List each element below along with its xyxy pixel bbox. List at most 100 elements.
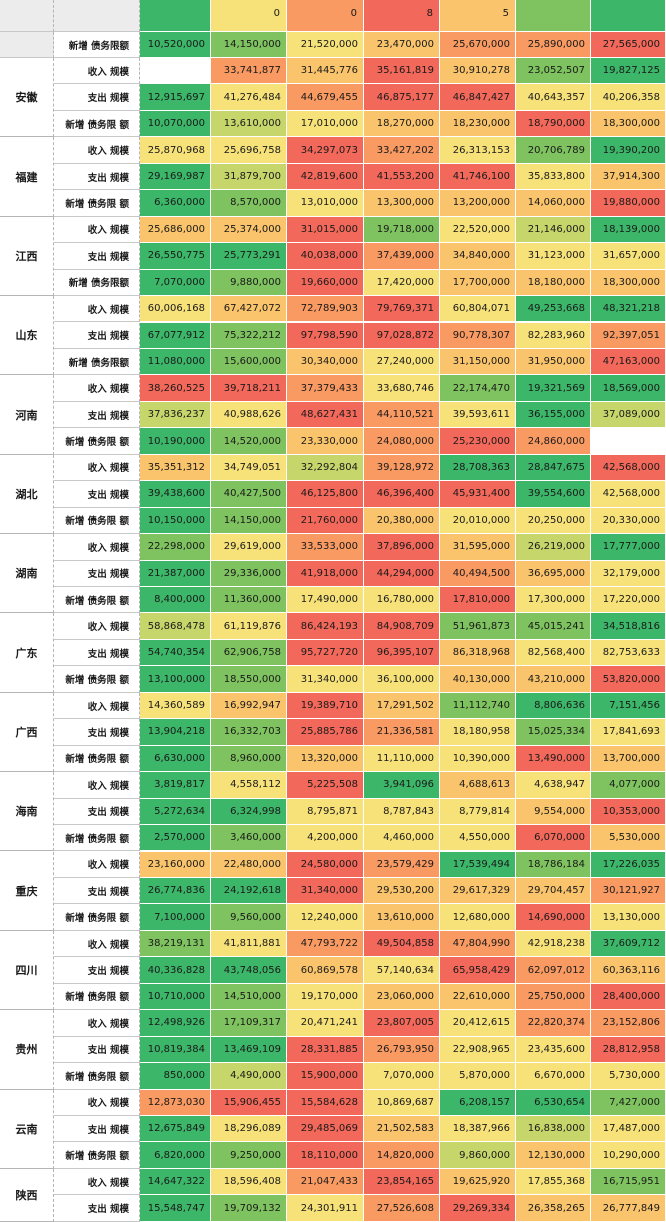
- value-cell: 23,579,429: [364, 851, 440, 878]
- header-cell: [516, 0, 591, 32]
- value-cell: 40,427,500: [211, 481, 287, 508]
- metric-label: 新增 债务限 额: [54, 904, 140, 931]
- value-cell: 19,390,200: [591, 137, 666, 164]
- value-cell: 5,870,000: [440, 1063, 516, 1090]
- value-cell: 13,904,218: [140, 719, 211, 746]
- value-cell: 41,553,200: [364, 163, 440, 191]
- value-cell: 29,619,000: [211, 534, 287, 561]
- value-cell: 24,860,000: [516, 428, 591, 455]
- value-cell: 51,961,873: [440, 613, 516, 640]
- value-cell: 75,322,212: [211, 322, 287, 349]
- value-cell: 5,225,508: [287, 772, 364, 799]
- value-cell: 45,931,400: [440, 481, 516, 508]
- value-cell: 8,795,871: [287, 798, 364, 826]
- corner-cell: [0, 0, 54, 32]
- value-cell: 97,798,590: [287, 322, 364, 349]
- value-cell: 40,988,626: [211, 401, 287, 429]
- value-cell: 60,363,116: [591, 957, 666, 984]
- value-cell: 16,715,951: [591, 1168, 666, 1196]
- value-cell: 850,000: [140, 1063, 211, 1090]
- value-cell: 10,070,000: [140, 110, 211, 138]
- value-cell: 86,424,193: [287, 613, 364, 640]
- value-cell: 82,753,633: [591, 639, 666, 667]
- value-cell: 21,336,581: [364, 719, 440, 746]
- value-cell: 20,706,789: [516, 137, 591, 164]
- value-cell: 10,290,000: [591, 1142, 666, 1169]
- metric-label: 收入 规模: [54, 692, 140, 720]
- value-cell: 29,617,329: [440, 877, 516, 905]
- value-cell: 82,283,960: [516, 322, 591, 349]
- value-cell: 32,179,000: [591, 560, 666, 587]
- value-cell: 29,704,457: [516, 877, 591, 905]
- value-cell: 19,660,000: [287, 269, 364, 297]
- value-cell: 40,643,357: [516, 84, 591, 111]
- value-cell: 8,570,000: [211, 190, 287, 217]
- province-name: 湖北: [0, 454, 54, 535]
- value-cell: 10,390,000: [440, 745, 516, 773]
- value-cell: 6,324,998: [211, 798, 287, 826]
- value-cell: 46,125,800: [287, 481, 364, 508]
- value-cell: 19,389,710: [287, 692, 364, 720]
- value-cell: 10,869,687: [364, 1089, 440, 1116]
- value-cell: 41,811,881: [211, 930, 287, 958]
- value-cell: 12,130,000: [516, 1142, 591, 1169]
- value-cell: 21,502,583: [364, 1116, 440, 1143]
- value-cell: 6,630,000: [140, 745, 211, 773]
- value-cell: 43,748,056: [211, 957, 287, 984]
- province-name: 江西: [0, 216, 54, 297]
- value-cell: 13,100,000: [140, 666, 211, 693]
- value-cell: 44,679,455: [287, 84, 364, 111]
- metric-label: 收入 规模: [54, 58, 140, 85]
- value-cell: 7,100,000: [140, 904, 211, 931]
- metric-label: 新增 债务限 额: [54, 745, 140, 773]
- value-cell: 45,015,241: [516, 613, 591, 640]
- value-cell: 19,321,569: [516, 375, 591, 402]
- value-cell: 14,820,000: [364, 1142, 440, 1169]
- metric-label: 新增 债务限 额: [54, 110, 140, 138]
- value-cell: 7,070,000: [140, 269, 211, 297]
- value-cell: 33,533,000: [287, 534, 364, 561]
- value-cell: 13,300,000: [364, 190, 440, 217]
- value-cell: 40,038,000: [287, 243, 364, 270]
- value-cell: 31,150,000: [440, 348, 516, 376]
- value-cell: 40,336,828: [140, 957, 211, 984]
- value-cell: 82,568,400: [516, 639, 591, 667]
- value-cell: 4,200,000: [287, 825, 364, 852]
- value-cell: 25,670,000: [440, 32, 516, 58]
- metric-label: 支出 规模: [54, 957, 140, 984]
- value-cell: 41,276,484: [211, 84, 287, 111]
- province-name: 福建: [0, 137, 54, 217]
- value-cell: 5,272,634: [140, 798, 211, 826]
- value-cell: 26,793,950: [364, 1036, 440, 1064]
- metric-label: 新增 债务限 额: [54, 1063, 140, 1090]
- value-cell: 26,358,265: [516, 1195, 591, 1222]
- value-cell: 19,880,000: [591, 190, 666, 217]
- value-cell: 19,709,132: [211, 1195, 287, 1222]
- value-cell: 17,810,000: [440, 587, 516, 614]
- value-cell: 49,253,668: [516, 296, 591, 323]
- value-cell: 17,841,693: [591, 719, 666, 746]
- value-cell: 2,570,000: [140, 825, 211, 852]
- value-cell: 47,163,000: [591, 348, 666, 376]
- value-cell: 60,006,168: [140, 296, 211, 323]
- value-cell: 4,688,613: [440, 772, 516, 799]
- value-cell: 18,270,000: [364, 110, 440, 138]
- value-cell: 31,950,000: [516, 348, 591, 376]
- value-cell: 14,690,000: [516, 904, 591, 931]
- value-cell: 23,060,000: [364, 983, 440, 1011]
- value-cell: 54,740,354: [140, 639, 211, 667]
- value-cell: 60,869,578: [287, 957, 364, 984]
- value-cell: 27,240,000: [364, 348, 440, 376]
- header-label-cell: [54, 0, 140, 32]
- value-cell: 14,647,322: [140, 1168, 211, 1196]
- value-cell: 17,700,000: [440, 269, 516, 297]
- value-cell: 13,200,000: [440, 190, 516, 217]
- metric-label: 收入 规模: [54, 296, 140, 323]
- value-cell: 49,504,858: [364, 930, 440, 958]
- value-cell: 14,150,000: [211, 32, 287, 58]
- metric-label: 新增 债务限 额: [54, 507, 140, 535]
- value-cell: 20,250,000: [516, 507, 591, 535]
- value-cell: 8,779,814: [440, 798, 516, 826]
- value-cell: 6,360,000: [140, 190, 211, 217]
- value-cell: 34,297,073: [287, 137, 364, 164]
